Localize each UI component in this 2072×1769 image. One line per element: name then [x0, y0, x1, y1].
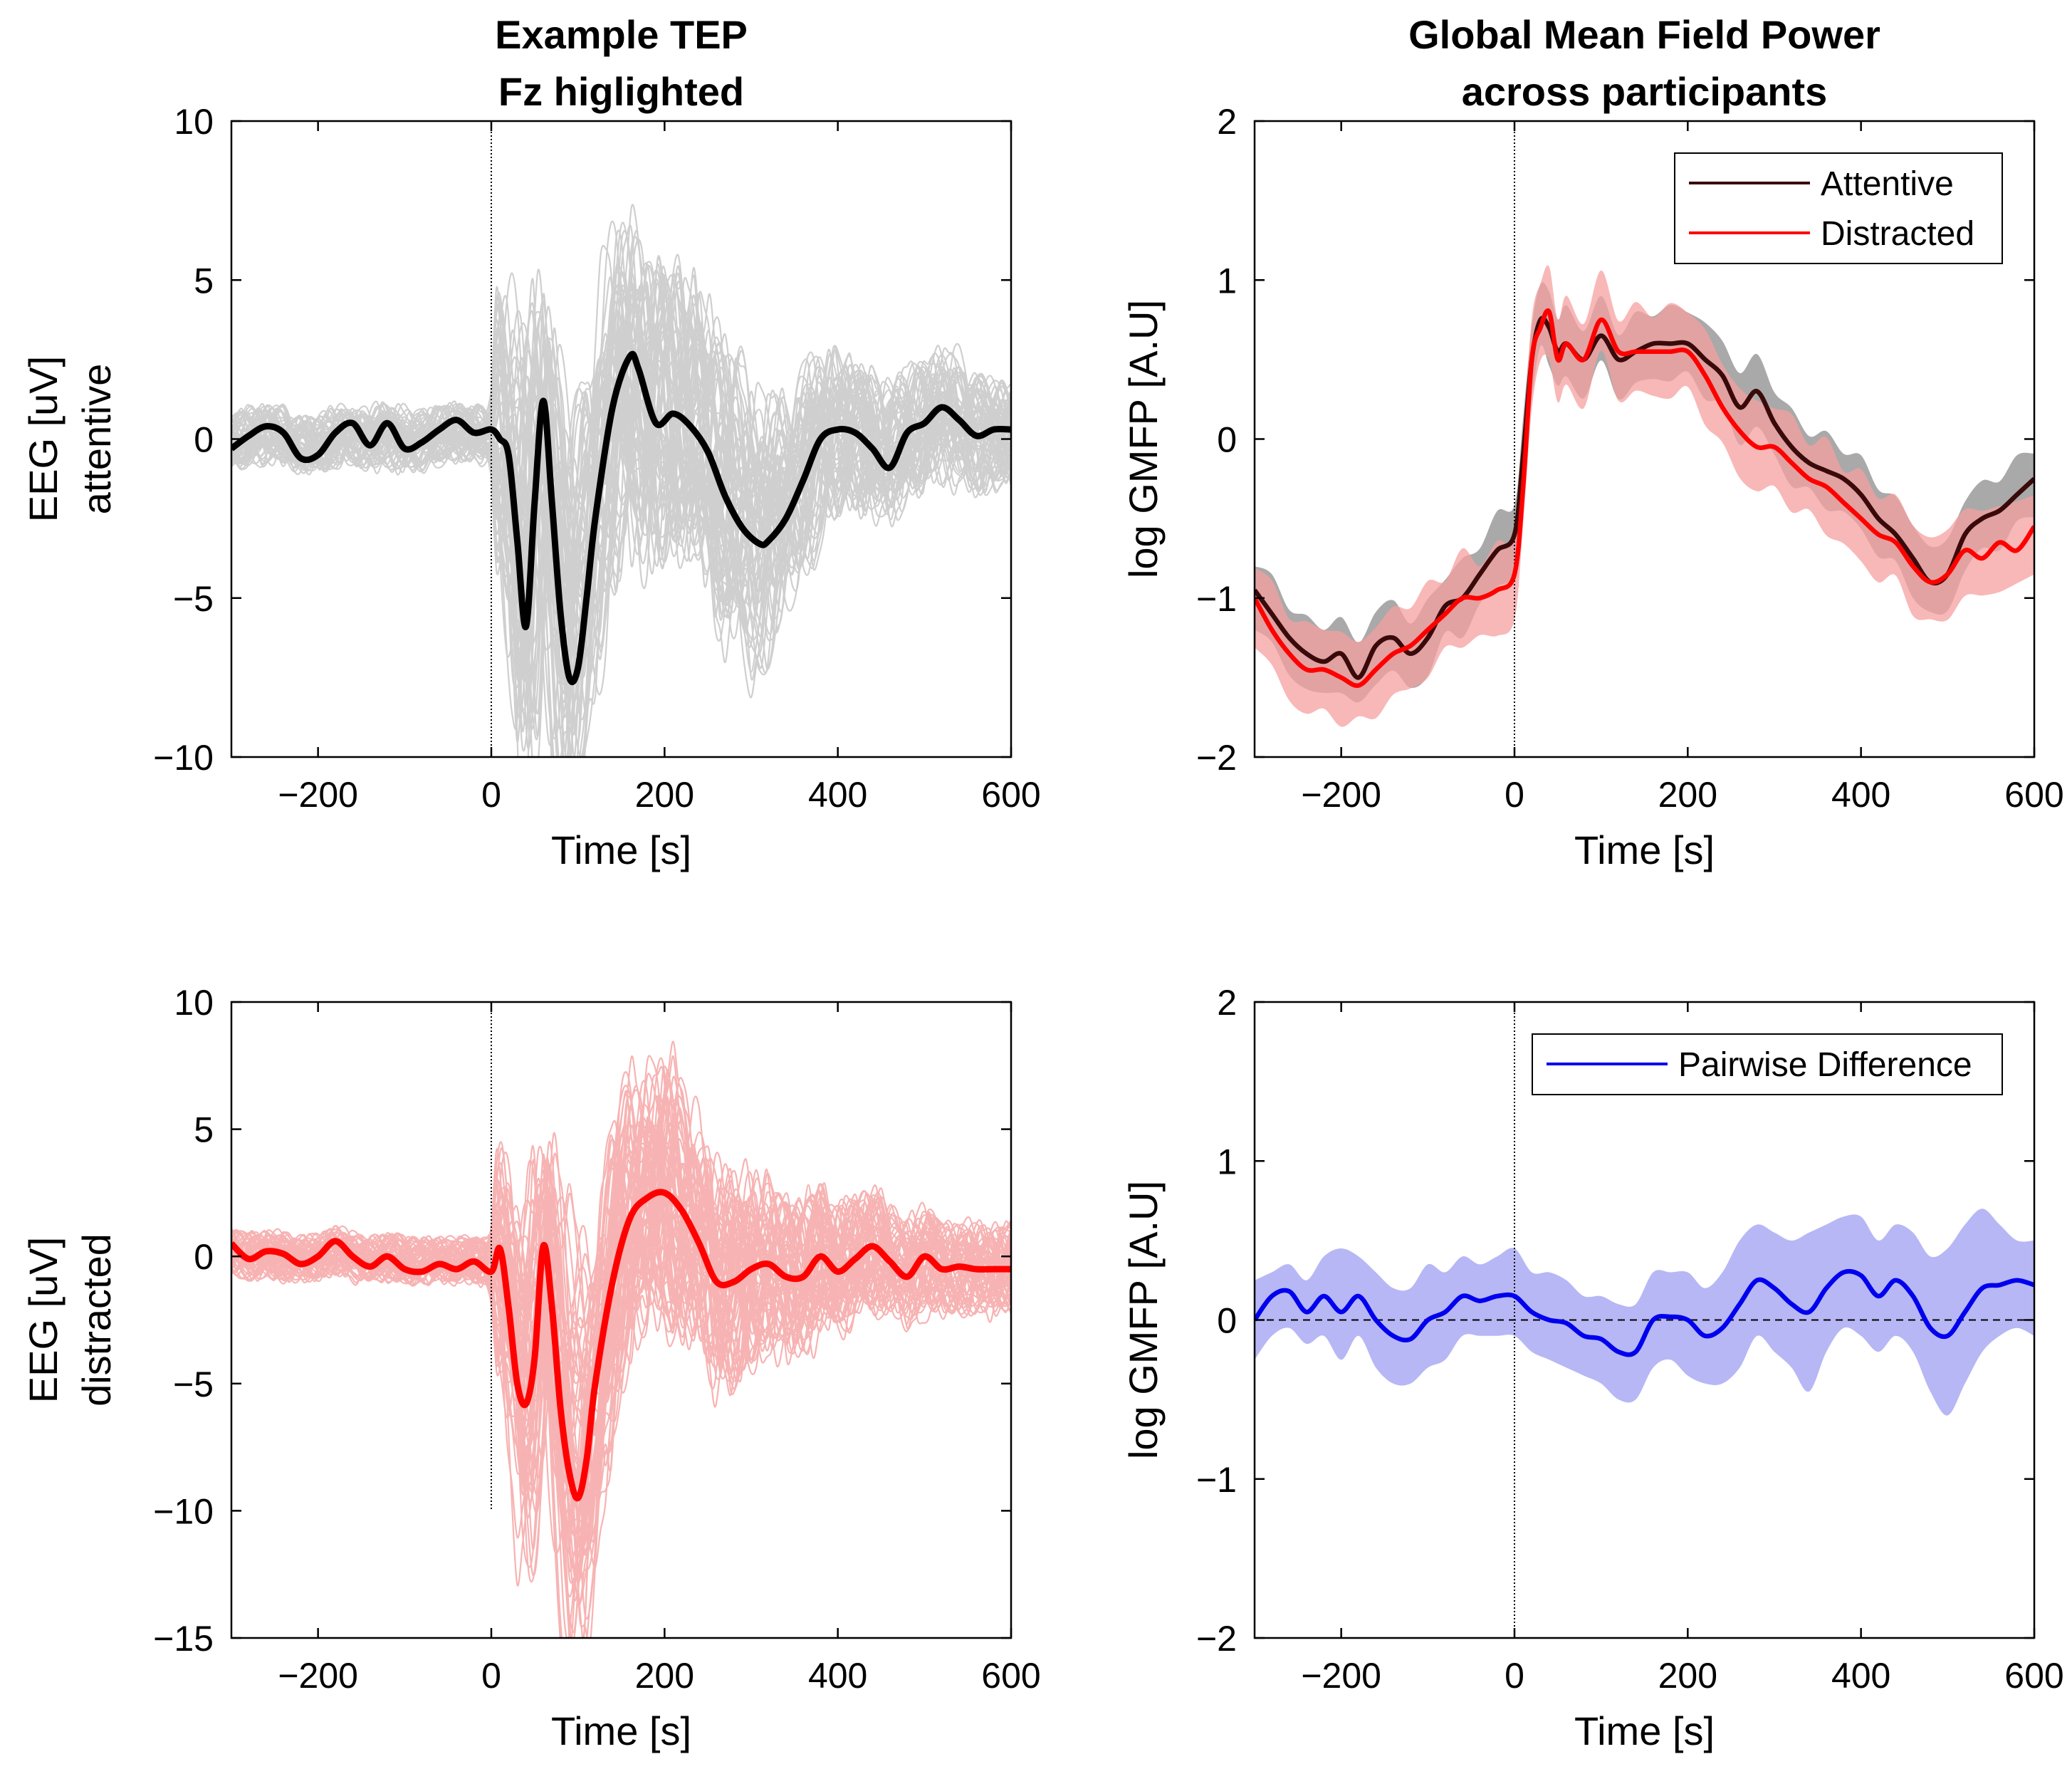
- y-tick-label: 5: [194, 261, 214, 301]
- legend-label: Attentive: [1821, 165, 1954, 203]
- axes-frame: [230, 1001, 1013, 1639]
- x-tick-label: 200: [635, 1656, 694, 1696]
- x-tick-label: 0: [1505, 1656, 1524, 1696]
- x-tick-label: 400: [808, 1656, 867, 1696]
- plot-area: [231, 121, 1011, 757]
- x-tick-label: 200: [635, 775, 694, 815]
- y-tick-label: −5: [173, 579, 214, 619]
- x-tick-label: 200: [1658, 775, 1717, 815]
- y-axis-label: EEG [uV]: [21, 1237, 66, 1403]
- y-tick-label: 0: [194, 420, 214, 460]
- series-line-distracted: [1255, 308, 2034, 688]
- y-tick-label: 0: [1217, 420, 1237, 460]
- plot-area: [231, 1002, 1011, 1638]
- y-tick-label: −10: [153, 1491, 214, 1531]
- y-axis-label: log GMFP [A.U]: [1121, 1181, 1166, 1459]
- series-line-fz: [231, 350, 1011, 686]
- chart-title: across participants: [1462, 69, 1828, 114]
- y-axis-label: log GMFP [A.U]: [1121, 300, 1166, 578]
- y-tick-label: 2: [1217, 102, 1237, 142]
- x-tick-label: −200: [278, 1656, 358, 1696]
- x-tick-label: 0: [1505, 775, 1524, 815]
- y-tick-label: 10: [174, 102, 214, 142]
- y-tick-label: 5: [194, 1110, 214, 1150]
- legend-box: [1674, 152, 2003, 264]
- x-tick-label: 0: [481, 1656, 501, 1696]
- channel-trace: [231, 266, 1011, 687]
- y-axis-label: EEG [uV]: [21, 356, 66, 522]
- plot-area: [1255, 1002, 2034, 1638]
- y-tick-label: −1: [1196, 1460, 1237, 1500]
- channel-trace: [231, 1137, 1011, 1421]
- x-axis-label: Time [s]: [551, 1708, 691, 1753]
- x-axis-label: Time [s]: [1574, 828, 1715, 872]
- y-axis-label: distracted: [74, 1233, 119, 1407]
- panel-gmfp-difference: −200 0 200 400 600 −2 −1 0 1 2 Time [s] log GMFP [A…: [1121, 983, 2064, 1753]
- x-tick-label: 400: [1831, 1656, 1890, 1696]
- channel-trace: [231, 254, 1011, 672]
- channel-trace: [231, 261, 1011, 713]
- panel-gmfp-conditions: −200 0 200 400 600 −2 −1 0 1 2 Time [s] log GMFP [A…: [1121, 12, 2064, 872]
- y-tick-label: −2: [1196, 1619, 1237, 1659]
- channel-trace: [231, 1111, 1011, 1461]
- channel-trace: [231, 1077, 1011, 1514]
- series-line-pairwise-difference: [1255, 1268, 2034, 1357]
- x-axis-label: Time [s]: [551, 828, 691, 872]
- chart-title: Global Mean Field Power: [1408, 12, 1880, 57]
- y-tick-label: −5: [173, 1364, 214, 1404]
- y-tick-label: 1: [1217, 1142, 1237, 1181]
- y-tick-label: −15: [153, 1619, 214, 1659]
- x-tick-label: 600: [981, 1656, 1040, 1696]
- x-tick-label: 200: [1658, 1656, 1717, 1696]
- chart-title: Example TEP: [495, 12, 748, 57]
- x-tick-label: 600: [981, 775, 1040, 815]
- x-tick-label: −200: [1301, 775, 1381, 815]
- x-tick-label: −200: [278, 775, 358, 815]
- x-axis-label: Time [s]: [1574, 1708, 1715, 1753]
- y-tick-label: 2: [1217, 983, 1237, 1023]
- chart-title: Fz higlighted: [498, 69, 744, 114]
- x-tick-label: 600: [2004, 775, 2063, 815]
- y-axis-label: attentive: [74, 364, 119, 515]
- legend-label: Distracted: [1821, 215, 1974, 253]
- y-tick-label: −1: [1196, 579, 1237, 619]
- panel-tep-distracted: −200 0 200 400 600 −15 −10 −5 0 5 10 Time [s] EEG [u…: [21, 983, 1041, 1753]
- x-tick-label: 400: [808, 775, 867, 815]
- x-tick-label: −200: [1301, 1656, 1381, 1696]
- x-tick-label: 0: [481, 775, 501, 815]
- series-line-fz: [231, 1189, 1011, 1502]
- y-tick-label: 0: [194, 1237, 214, 1277]
- x-tick-label: 600: [2004, 1656, 2063, 1696]
- x-tick-label: 400: [1831, 775, 1890, 815]
- y-tick-label: −2: [1196, 738, 1237, 778]
- legend: Pairwise Difference: [1532, 1033, 2003, 1095]
- confidence-band-pairwise-difference: [1255, 1209, 2034, 1416]
- plot-area: [1255, 121, 2034, 757]
- y-tick-label: −10: [153, 738, 214, 778]
- y-tick-label: 0: [1217, 1301, 1237, 1341]
- y-tick-label: 10: [174, 983, 214, 1023]
- legend: Attentive Distracted: [1674, 152, 2003, 264]
- panel-tep-attentive: −200 0 200 400 600 −10 −5 0 5 10 Time [s] EEG [uV] a…: [21, 12, 1041, 872]
- series-line-attentive: [1255, 315, 2034, 680]
- legend-label: Pairwise Difference: [1678, 1046, 1972, 1084]
- y-tick-label: 1: [1217, 261, 1237, 301]
